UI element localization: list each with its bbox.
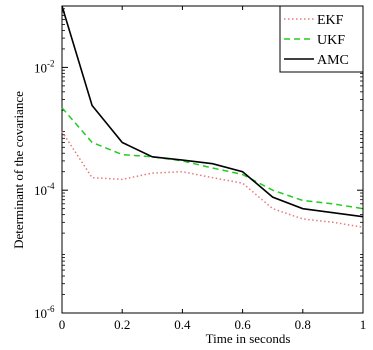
x-tick-label: 0 — [59, 317, 66, 332]
y-tick-label: 10-2 — [34, 58, 55, 75]
x-axis-label: Time in seconds — [206, 331, 291, 346]
legend-label-amc: AMC — [317, 53, 349, 68]
series-lines — [61, 5, 364, 228]
axis-ticks: 0 0.2 0.4 0.6 0.8 1 10-6 10-4 10-2 — [34, 6, 366, 332]
x-tick-label: 0.4 — [174, 317, 191, 332]
y-axis-label: Determinant of the covariance — [11, 91, 26, 249]
x-tick-label: 0.6 — [234, 317, 251, 332]
legend: EKF UKF AMC — [279, 5, 364, 73]
legend-label-ukf: UKF — [317, 33, 345, 48]
y-tick-label: 10-6 — [34, 304, 55, 321]
series-line-amc — [61, 5, 364, 218]
legend-box — [279, 5, 364, 73]
series-line-ekf — [61, 131, 364, 228]
plot-frame — [61, 5, 364, 314]
legend-label-ekf: EKF — [317, 13, 344, 28]
x-tick-label: 1 — [360, 317, 367, 332]
y-tick-label: 10-4 — [34, 181, 55, 198]
x-tick-label: 0.8 — [295, 317, 311, 332]
x-tick-label: 0.2 — [114, 317, 130, 332]
